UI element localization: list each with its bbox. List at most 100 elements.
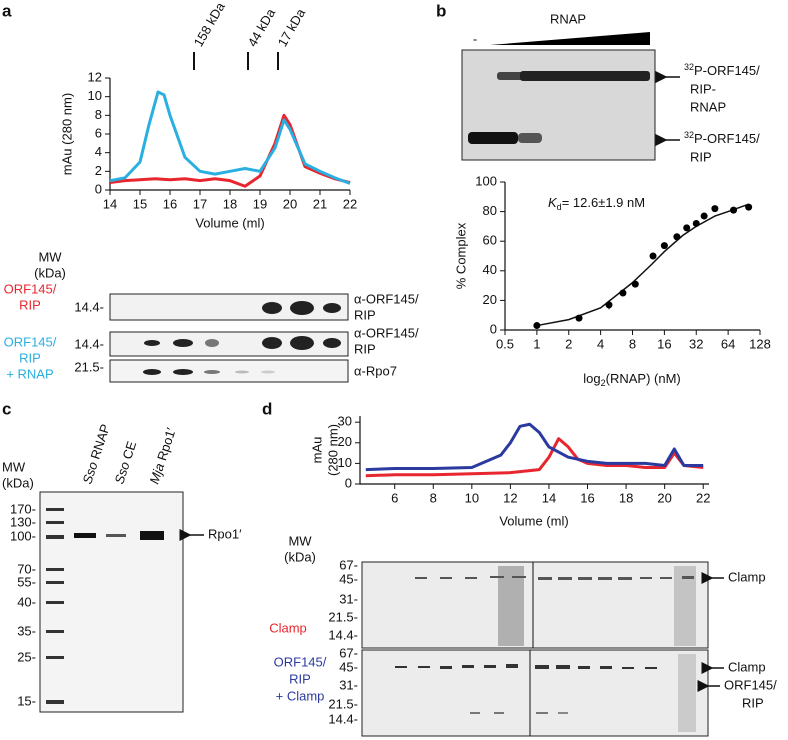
lane-label: Sso CE (112, 439, 140, 486)
data-point (692, 219, 700, 227)
y-tick-label: 2 (95, 163, 102, 178)
gel (361, 649, 709, 737)
annotation-sub: d (557, 202, 562, 212)
mw-marker: 14.4- (74, 299, 104, 314)
gel-smear (678, 654, 696, 732)
x-tick-label: 22 (343, 196, 357, 211)
y-tick-label: 0 (95, 181, 102, 196)
sample-label: RIP (289, 671, 311, 686)
mw-marker: 21.5- (328, 696, 358, 711)
x-axis-label: Volume (ml) (499, 513, 568, 528)
data-point (660, 242, 668, 250)
x-tick-label: 14 (103, 196, 117, 211)
panel-label: d (262, 399, 272, 418)
panel-label: c (2, 399, 11, 418)
mw-label: MW (2, 459, 26, 474)
y-axis-label: (280 nm) (325, 424, 340, 476)
series-line (109, 113, 351, 188)
x-tick-label: 21 (313, 196, 327, 211)
mw-label: (kDa) (284, 549, 316, 564)
bands (415, 576, 694, 580)
data-point (631, 280, 639, 288)
y-axis-label: mAu (280 nm) (59, 93, 74, 175)
x-tick-label: 20 (283, 196, 297, 211)
x-tick-label: 18 (223, 196, 237, 211)
x-tick-label: 6 (391, 490, 398, 505)
x-tick-label: 19 (253, 196, 267, 211)
gel-smear (498, 566, 524, 646)
gel-smear (674, 566, 696, 646)
band (323, 303, 341, 313)
mw-marker: 35- (17, 623, 36, 638)
band (261, 370, 275, 374)
y-tick-label: 0 (345, 475, 352, 490)
antibody-label: RIP (354, 307, 376, 322)
band-label: RIP (690, 149, 712, 164)
band (140, 531, 164, 540)
data-point (619, 289, 627, 297)
series-line (109, 90, 351, 185)
y-tick-label: 80 (483, 203, 497, 218)
protein: RNAP (88, 422, 113, 461)
x-label-part: log (583, 371, 600, 386)
panel-label: a (2, 1, 12, 20)
band (143, 369, 161, 375)
band (323, 338, 341, 348)
x-tick-label: 64 (721, 336, 735, 351)
band (204, 370, 220, 374)
data-point (649, 252, 657, 260)
x-tick-label: 14 (542, 490, 556, 505)
mw-marker: 14.4- (328, 711, 358, 726)
fit-line (536, 203, 749, 327)
antibody-label: α-Rpo7 (354, 363, 397, 378)
mw-marker: 21.5- (74, 359, 104, 374)
band (74, 533, 96, 538)
data-point (711, 205, 719, 213)
titration-wedge (490, 32, 650, 45)
species: Mja (147, 461, 168, 486)
y-axis-label: mAu (309, 437, 324, 464)
band (205, 339, 219, 347)
annotation-part: K (548, 195, 558, 210)
band-label: RIP (742, 695, 764, 710)
sample-label: Clamp (269, 620, 307, 635)
mw-marker: 31- (339, 591, 358, 606)
gel-bands (468, 71, 650, 144)
x-tick-label: 1 (533, 336, 540, 351)
mw-marker: 14.4- (328, 627, 358, 642)
annotation-part: = 12.6±1.9 nM (562, 195, 645, 210)
annotation: Kd= 12.6±1.9 nM (548, 195, 645, 212)
x-tick-label: 2 (565, 336, 572, 351)
mw-marker: 67- (339, 645, 358, 660)
y-tick-label: 0 (490, 321, 497, 336)
y-tick-label: 6 (95, 125, 102, 140)
sample-label: ORF145/ (4, 334, 57, 349)
x-tick-label: 20 (657, 490, 671, 505)
species: Sso (112, 460, 133, 486)
mw-label: (kDa) (34, 265, 66, 280)
x-tick-label: 0.5 (496, 336, 514, 351)
mw-label: MW (38, 249, 62, 264)
band (290, 336, 314, 350)
data-point (533, 322, 541, 330)
annotation-label: 158 kDa (191, 0, 229, 49)
ladder (46, 508, 64, 704)
data-point (730, 206, 738, 214)
antibody-label: RIP (354, 341, 376, 356)
sample-label: + RNAP (6, 366, 53, 381)
x-tick-label: 8 (629, 336, 636, 351)
y-tick-label: 20 (338, 434, 352, 449)
x-tick-label: 22 (696, 490, 710, 505)
bands (395, 664, 657, 714)
data-point (700, 212, 708, 220)
mw-marker: 67- (339, 557, 358, 572)
mw-marker: 130- (10, 514, 36, 529)
band-label: ORF145/ (724, 677, 777, 692)
band-label: RNAP (690, 99, 726, 114)
x-label-part: (RNAP) (nM) (606, 371, 681, 386)
sample-label: RIP (19, 350, 41, 365)
x-tick-label: 18 (619, 490, 633, 505)
blot (109, 359, 349, 383)
mw-marker: 170- (10, 501, 36, 516)
